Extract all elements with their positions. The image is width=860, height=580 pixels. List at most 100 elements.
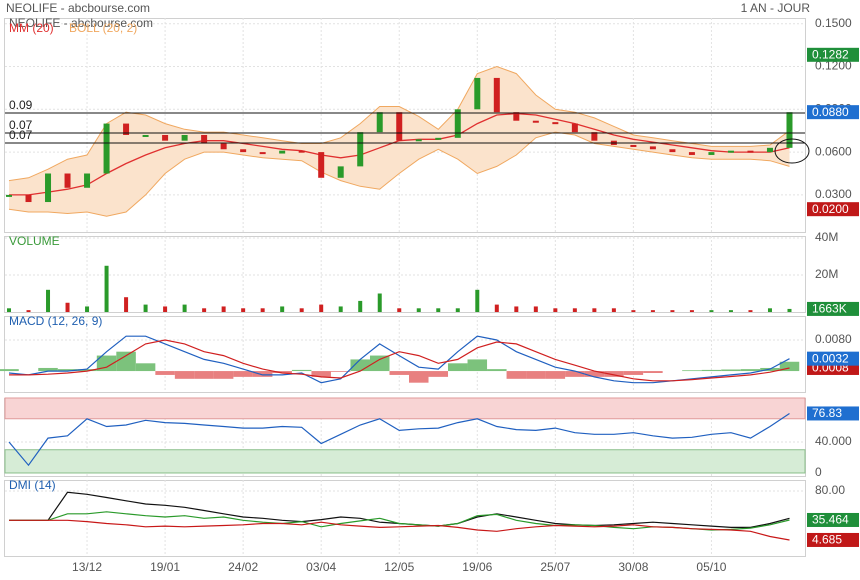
candle [708, 152, 715, 155]
volume-bar [475, 289, 480, 312]
histogram-bar [311, 371, 331, 377]
candle [376, 112, 383, 133]
histogram-bar [213, 371, 234, 379]
chart-title: NEOLIFE - abcbourse.com [6, 1, 150, 15]
candle [240, 149, 247, 153]
value-tag-label: 0.0032 [812, 351, 849, 365]
candle [415, 139, 422, 142]
y-tick-label: 0.1200 [815, 59, 852, 73]
histogram-bar [604, 371, 624, 377]
volume-bar [182, 304, 187, 312]
volume-bar [46, 289, 51, 312]
y-tick-label: 0.0300 [815, 187, 852, 201]
indicator-line [9, 519, 790, 541]
value-tag-label: 0.0200 [812, 202, 849, 216]
histogram-bar [584, 371, 605, 377]
y-tick-label: 40.000 [815, 434, 852, 448]
y-tick-label: 0 [815, 465, 822, 479]
x-tick-label: 19/06 [462, 560, 492, 574]
candle [591, 132, 598, 141]
histogram-bar [487, 369, 507, 372]
value-tag-label: 1663K [812, 302, 847, 316]
candle [688, 152, 695, 155]
candle [162, 134, 169, 141]
x-tick-label: 03/04 [306, 560, 336, 574]
candle [279, 150, 286, 154]
histogram-bar [38, 367, 58, 372]
y-tick-label: 0.1500 [815, 16, 852, 30]
histogram-bar [721, 369, 741, 372]
x-tick-label: 25/07 [540, 560, 570, 574]
value-tag-label: 0.0880 [812, 105, 849, 119]
histogram-bar [57, 369, 78, 372]
x-tick-label: 13/12 [72, 560, 102, 574]
volume-bar [124, 297, 129, 312]
histogram-bar [643, 371, 663, 373]
volume-bar [787, 308, 792, 312]
volume-bar [670, 310, 675, 312]
histogram-bar [526, 371, 546, 379]
candle [45, 173, 52, 203]
y-tick-label: 40M [815, 230, 838, 244]
candle [513, 112, 520, 121]
candle [649, 146, 656, 150]
candle [669, 149, 676, 153]
value-tag [807, 532, 859, 547]
y-tick-label: 0.0080 [815, 332, 852, 346]
candle [123, 123, 130, 135]
histogram-bar [77, 369, 97, 372]
histogram-bar [389, 371, 409, 375]
oversold-band [4, 449, 806, 474]
histogram-bar [350, 359, 370, 372]
histogram-bar [428, 371, 449, 377]
x-tick-label: 24/02 [228, 560, 258, 574]
volume-bar [7, 308, 11, 312]
histogram-bar [409, 371, 429, 383]
y-tick-label: 20M [815, 267, 838, 281]
histogram-bar [252, 371, 273, 377]
value-tag-label: 4.685 [812, 533, 842, 547]
value-tag-label: 76.83 [812, 406, 842, 420]
volume-bar [143, 304, 148, 312]
panel-title: VOLUME [9, 234, 60, 248]
macd-frame [4, 316, 806, 393]
value-tag [807, 105, 859, 120]
histogram-bar [740, 369, 761, 372]
volume-bar [728, 310, 733, 312]
histogram-bar [467, 359, 488, 372]
volume-bar [631, 310, 636, 312]
volume-frame [4, 236, 806, 313]
volume-bar [553, 308, 558, 312]
volume-bar [377, 293, 382, 312]
volume-bar [280, 306, 285, 312]
histogram-bar [779, 361, 800, 372]
highlight-circle [774, 138, 810, 164]
level-label: 0.07 [9, 118, 33, 132]
value-tag [807, 406, 859, 421]
volume-bar [397, 308, 402, 312]
boll-lower [8, 131, 790, 217]
indicator-line [8, 413, 790, 467]
volume-bar [416, 308, 421, 312]
candle [474, 77, 481, 110]
dmi-frame [4, 480, 806, 557]
boll-band [9, 66, 790, 217]
candle [64, 173, 71, 188]
histogram-bar [194, 371, 214, 379]
legend-entry: BOLL (20, 2) [69, 21, 137, 35]
volume-bar [85, 306, 90, 312]
volume-bar [767, 308, 772, 312]
histogram-bar [291, 369, 312, 372]
volume-bar [592, 308, 597, 312]
candle [532, 120, 539, 123]
volume-bar [455, 308, 460, 312]
value-tag [807, 301, 859, 316]
candle [727, 150, 734, 153]
histogram-bar [0, 369, 19, 372]
volume-bar [104, 265, 109, 312]
candle [552, 122, 559, 125]
volume-bar [241, 308, 246, 312]
histogram-bar [682, 370, 702, 372]
y-tick-label: 80.00 [815, 483, 845, 497]
